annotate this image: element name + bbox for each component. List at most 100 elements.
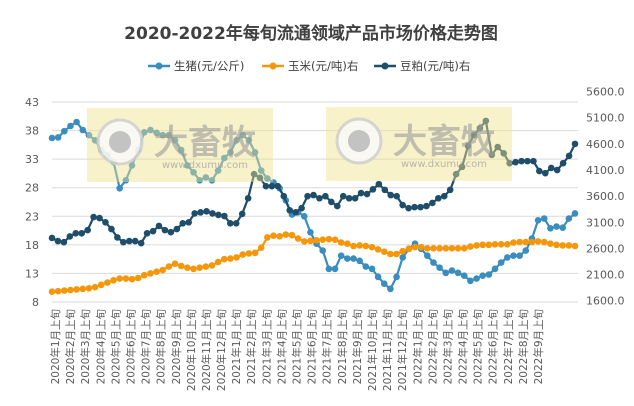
data-point [179,220,187,227]
data-point [196,176,203,184]
data-point [368,243,376,251]
data-point [454,269,462,277]
data-point [436,244,443,252]
data-point [565,215,573,222]
data-point [97,281,105,289]
data-point [171,136,179,144]
data-point [185,218,192,226]
data-point [307,237,314,245]
data-point [203,208,210,215]
data-point [85,131,93,139]
data-point [387,285,394,293]
data-point [344,255,351,262]
data-point [60,238,68,246]
data-point [227,148,234,156]
data-point [125,237,133,245]
data-point [288,231,296,239]
data-point [262,182,270,190]
x-tick-label: 2021年10月上旬 [366,309,379,391]
data-point [351,194,359,202]
data-point [387,250,394,258]
data-point [325,235,333,243]
x-tick-label: 2022年8月上旬 [517,309,530,384]
data-point [504,240,511,248]
x-tick-label: 2021年1月上旬 [230,309,243,384]
x-tick-label: 2021年12月上旬 [396,309,409,391]
data-point [292,209,299,216]
data-point [122,176,130,184]
data-point [488,151,496,159]
data-point [522,247,530,254]
watermark-brand: 大畜牧 [393,122,496,162]
data-point [184,264,191,272]
data-point [173,225,181,233]
data-point [208,262,216,269]
data-point [528,238,536,246]
data-point [497,259,505,266]
legend-marker [381,62,389,70]
data-point [339,192,347,200]
data-point [497,240,505,248]
data-point [411,243,419,251]
data-point [452,170,460,178]
data-point [467,277,474,285]
data-point [440,192,448,200]
data-point [442,269,450,277]
data-point [345,194,353,202]
data-point [429,199,436,207]
data-point [374,246,382,253]
data-point [325,265,333,273]
data-point [67,122,74,130]
data-point [357,189,365,197]
data-point [159,266,167,274]
data-point [214,167,222,174]
data-point [362,242,370,250]
data-point [510,252,517,260]
right-tick-label: 5100.0 [586,112,625,125]
left-tick-label: 13 [25,267,39,280]
data-point [177,262,185,270]
left-tick-label: 43 [25,96,39,109]
data-point [381,186,389,194]
data-point [167,228,175,236]
data-point [202,174,210,181]
data-point [436,264,443,272]
x-tick-label: 2021年6月上旬 [306,309,319,384]
data-point [460,244,468,252]
data-point [131,237,139,245]
data-point [423,202,430,210]
data-point [310,191,317,199]
right-axis-ticks: 1600.0 2100.0 2600.0 3100.0 3600.0 4100.0 4600… [586,86,625,308]
data-point [464,142,472,150]
data-point [442,244,450,252]
data-point [256,174,264,182]
data-point [547,240,554,248]
series-2 [48,231,579,296]
data-point [304,192,311,200]
right-tick-label: 3100.0 [586,216,625,229]
data-point [153,268,160,276]
data-point [250,170,258,178]
x-tick-label: 2022年6月上旬 [487,309,500,384]
data-point [500,149,507,157]
data-point [270,232,277,240]
x-tick-label: 2020年4月上旬 [94,309,107,384]
x-tick-label: 2020年2月上旬 [64,309,77,384]
data-point [374,273,382,281]
eye-pupil-icon [109,131,131,153]
data-point [467,243,474,250]
data-point [196,264,203,272]
data-point [221,212,228,220]
data-point [120,238,127,246]
data-point [559,242,566,249]
data-point [197,209,204,216]
data-point [54,134,62,141]
data-point [244,194,252,202]
data-point [171,260,179,268]
data-point [512,158,519,166]
x-tick-label: 2020年1月上旬 [49,309,62,384]
data-point [571,140,579,148]
data-point [134,274,142,282]
